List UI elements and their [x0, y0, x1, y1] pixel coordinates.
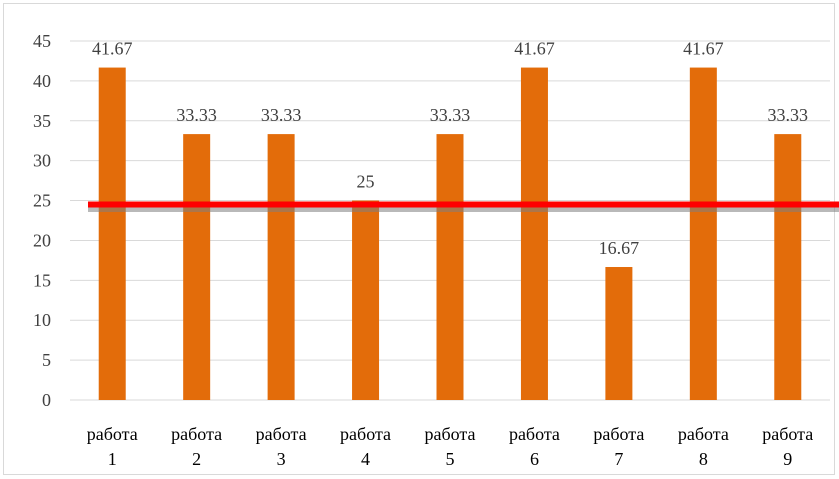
category-label-number: 2 — [192, 449, 201, 469]
data-label: 33.33 — [768, 105, 809, 125]
category-label: работа — [678, 424, 729, 444]
category-label: работа — [256, 424, 307, 444]
category-label: работа — [593, 424, 644, 444]
y-tick-label: 35 — [33, 111, 51, 131]
bar — [352, 200, 380, 400]
category-label-number: 5 — [446, 449, 455, 469]
category-label: работа — [340, 424, 391, 444]
category-label-number: 4 — [361, 449, 370, 469]
data-label: 41.67 — [92, 39, 133, 59]
data-labels: 41.67 33.33 33.33 25 33.33 41.67 16.67 41.67 33.… — [92, 39, 808, 258]
data-label: 41.67 — [683, 39, 724, 59]
bar — [774, 134, 802, 401]
data-label: 16.67 — [599, 238, 640, 258]
category-label-number: 1 — [108, 449, 117, 469]
category-label: работа — [87, 424, 138, 444]
y-tick-label: 15 — [33, 270, 51, 290]
category-label: работа — [171, 424, 222, 444]
category-label-number: 3 — [277, 449, 286, 469]
y-tick-label: 10 — [33, 310, 51, 330]
bar — [98, 67, 126, 400]
category-label-number: 8 — [699, 449, 708, 469]
category-label-number: 9 — [783, 449, 792, 469]
data-label: 25 — [357, 172, 375, 192]
bar — [689, 67, 717, 400]
bar — [520, 67, 548, 400]
y-tick-label: 45 — [33, 31, 51, 51]
y-tick-label: 30 — [33, 151, 51, 171]
data-label: 33.33 — [176, 105, 217, 125]
bar — [183, 134, 211, 401]
reference-line-group — [88, 201, 839, 213]
y-axis-ticks: 0 5 10 15 20 25 30 35 40 45 — [33, 31, 51, 410]
y-tick-label: 25 — [33, 191, 51, 211]
y-tick-label: 0 — [42, 390, 51, 410]
category-label-number: 7 — [614, 449, 623, 469]
category-label-number: 6 — [530, 449, 539, 469]
y-tick-label: 20 — [33, 230, 51, 250]
category-label: работа — [425, 424, 476, 444]
bar — [436, 134, 464, 401]
bars — [98, 67, 802, 401]
bar — [605, 267, 633, 400]
bar — [267, 134, 295, 401]
data-label: 33.33 — [430, 105, 471, 125]
category-label: работа — [762, 424, 813, 444]
data-label: 33.33 — [261, 105, 302, 125]
data-label: 41.67 — [514, 39, 555, 59]
y-tick-label: 5 — [42, 350, 51, 370]
y-tick-label: 40 — [33, 71, 51, 91]
category-label: работа — [509, 424, 560, 444]
category-labels: работа 1 работа 2 работа 3 работа 4 работа 5 работ… — [87, 424, 814, 469]
